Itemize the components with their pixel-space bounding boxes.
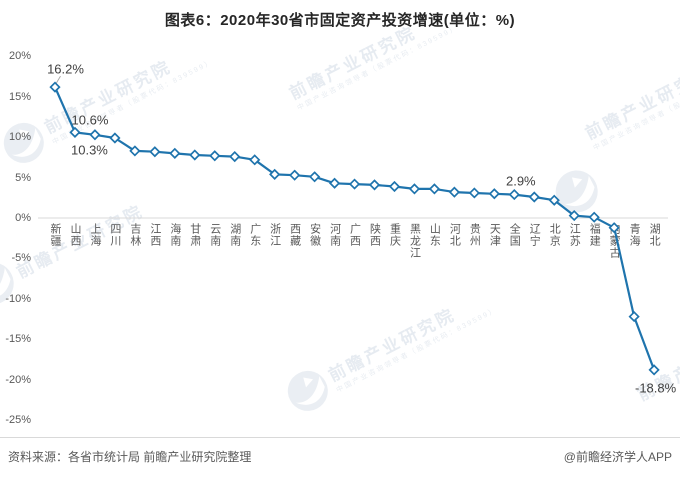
y-tick-label: -20% bbox=[5, 373, 31, 386]
x-category-label: 黑龙江 bbox=[408, 223, 421, 259]
y-tick-label: 0% bbox=[15, 212, 31, 224]
data-point bbox=[428, 183, 441, 195]
data-point bbox=[548, 194, 560, 206]
data-point bbox=[109, 132, 121, 144]
data-point bbox=[328, 177, 341, 189]
x-category-label: 全国 bbox=[508, 223, 521, 247]
x-category-label: 青海 bbox=[628, 223, 641, 247]
data-point bbox=[468, 187, 480, 199]
data-point bbox=[628, 310, 640, 323]
x-category-label: 北京 bbox=[548, 223, 561, 247]
y-tick-label: -15% bbox=[5, 333, 31, 346]
data-point bbox=[608, 222, 620, 234]
data-point bbox=[289, 169, 301, 181]
chart-title: 图表6：2020年30省市固定资产投资增速(单位：%) bbox=[164, 12, 516, 29]
y-tick-label: -5% bbox=[11, 252, 31, 265]
x-category-label: 江苏 bbox=[568, 223, 581, 247]
x-category-label: 天津 bbox=[488, 223, 501, 247]
series-line bbox=[53, 85, 656, 371]
data-point bbox=[169, 147, 181, 159]
data-point bbox=[149, 146, 161, 158]
data-point bbox=[368, 179, 381, 191]
annotation-leader-line bbox=[55, 75, 61, 84]
x-category-label: 新疆 bbox=[49, 223, 61, 247]
data-label: 10.6% bbox=[71, 112, 109, 128]
data-point bbox=[49, 81, 61, 93]
y-tick-label: 5% bbox=[15, 171, 31, 184]
data-label: -18.8% bbox=[634, 380, 677, 396]
x-category-label: 湖北 bbox=[648, 223, 661, 247]
x-category-label: 河北 bbox=[448, 223, 461, 247]
x-category-label: 甘肃 bbox=[188, 223, 201, 247]
y-tick-label: 20% bbox=[8, 50, 31, 63]
y-tick-label: 10% bbox=[8, 131, 31, 144]
x-category-label: 上海 bbox=[88, 223, 101, 247]
x-category-label: 四川 bbox=[108, 223, 121, 247]
data-point bbox=[488, 188, 500, 200]
data-point bbox=[528, 191, 540, 203]
data-point bbox=[508, 188, 520, 201]
y-tick-label: -25% bbox=[5, 414, 31, 426]
data-point bbox=[588, 211, 600, 223]
y-tick-label: 15% bbox=[8, 90, 31, 103]
x-category-label: 江西 bbox=[148, 223, 161, 247]
data-point bbox=[229, 150, 241, 163]
data-point bbox=[89, 129, 101, 141]
x-category-label: 西藏 bbox=[288, 223, 301, 247]
data-point bbox=[448, 186, 461, 198]
x-category-label: 云南 bbox=[208, 223, 221, 247]
data-label: 10.3% bbox=[71, 142, 108, 158]
x-category-label: 湖南 bbox=[228, 223, 241, 247]
x-category-label: 海南 bbox=[168, 223, 181, 247]
footer-divider bbox=[0, 437, 680, 438]
x-category-label: 河南 bbox=[328, 223, 341, 247]
x-category-label: 内蒙古 bbox=[608, 223, 621, 259]
y-tick-label: -10% bbox=[5, 292, 31, 305]
data-label: 16.2% bbox=[47, 61, 84, 77]
data-point bbox=[129, 145, 141, 157]
data-point bbox=[269, 168, 281, 180]
x-category-label: 辽宁 bbox=[528, 223, 541, 247]
data-point bbox=[69, 126, 81, 138]
data-point bbox=[209, 150, 221, 162]
x-category-label: 安徽 bbox=[308, 223, 321, 247]
data-point bbox=[249, 154, 261, 166]
x-category-label: 广西 bbox=[348, 223, 361, 247]
x-category-label: 浙江 bbox=[268, 223, 281, 247]
x-category-label: 陕西 bbox=[368, 223, 381, 247]
data-point bbox=[348, 178, 361, 190]
data-point bbox=[648, 364, 660, 376]
x-category-label: 吉林 bbox=[128, 223, 141, 247]
data-point bbox=[189, 149, 201, 161]
data-point bbox=[388, 180, 401, 193]
footer-source: 资料来源：各省市统计局 前瞻产业研究院整理 bbox=[8, 450, 252, 464]
footer-credit: @前瞻经济学人APP bbox=[563, 450, 672, 464]
data-label: 2.9% bbox=[505, 173, 536, 189]
data-point bbox=[408, 183, 421, 195]
x-category-label: 重庆 bbox=[388, 223, 401, 247]
x-category-label: 福建 bbox=[588, 223, 601, 247]
x-category-label: 贵州 bbox=[468, 223, 481, 247]
x-category-label: 广东 bbox=[248, 223, 261, 247]
data-point bbox=[568, 209, 580, 222]
x-category-label: 山西 bbox=[68, 223, 81, 247]
x-category-label: 山东 bbox=[428, 223, 441, 247]
data-point bbox=[309, 171, 321, 183]
